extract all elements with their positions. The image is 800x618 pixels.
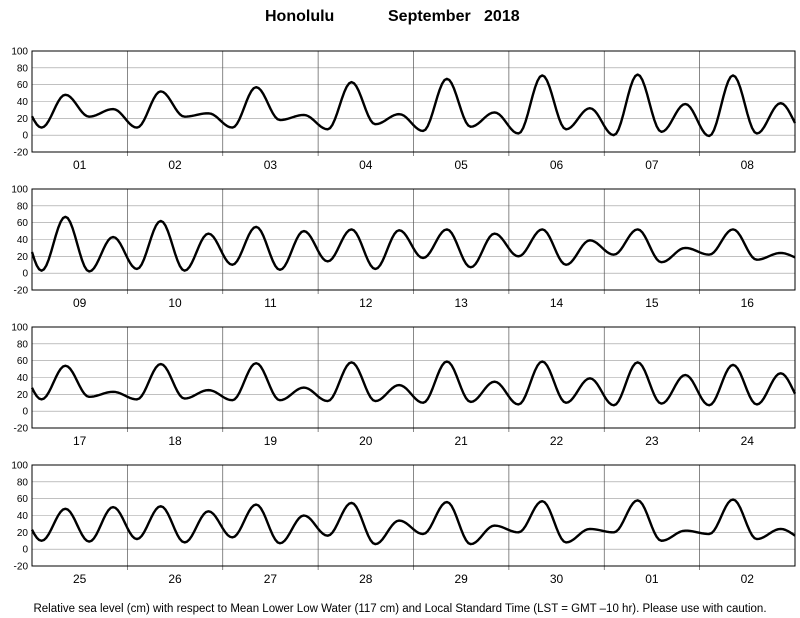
y-tick-label: 80 xyxy=(17,63,29,74)
day-label: 01 xyxy=(73,158,87,172)
y-tick-label: 80 xyxy=(17,477,29,488)
tide-curve xyxy=(30,498,796,546)
day-label: 14 xyxy=(550,296,564,310)
y-tick-label: 20 xyxy=(17,528,29,539)
y-tick-label: -20 xyxy=(14,562,29,573)
day-label: 22 xyxy=(550,434,564,448)
tide-curve xyxy=(30,360,797,407)
y-tick-label: 0 xyxy=(22,269,28,280)
day-label: 30 xyxy=(550,572,564,586)
y-tick-label: 40 xyxy=(17,373,29,384)
day-label: 13 xyxy=(455,296,469,310)
y-tick-label: 100 xyxy=(11,323,28,334)
day-label: 02 xyxy=(741,572,755,586)
panel-frame xyxy=(31,464,796,567)
day-label: 08 xyxy=(741,158,755,172)
panel-frame xyxy=(31,50,796,153)
tide-curve xyxy=(30,215,796,273)
y-tick-label: 100 xyxy=(11,47,28,58)
day-label: 03 xyxy=(264,158,278,172)
panel-frame xyxy=(31,326,796,429)
day-label: 04 xyxy=(359,158,373,172)
y-tick-label: 80 xyxy=(17,339,29,350)
day-label: 05 xyxy=(455,158,469,172)
y-tick-label: 0 xyxy=(22,545,28,556)
y-tick-label: 60 xyxy=(17,80,29,91)
day-label: 16 xyxy=(741,296,755,310)
y-tick-label: 60 xyxy=(17,218,29,229)
y-tick-label: 100 xyxy=(11,461,28,472)
footnote: Relative sea level (cm) with respect to … xyxy=(33,603,766,615)
day-label: 10 xyxy=(168,296,182,310)
panel-4: -20 0 20 40 60 80 100 25 26 27 28 29 30 01 02 xyxy=(11,461,796,586)
day-label: 15 xyxy=(645,296,659,310)
day-label: 24 xyxy=(741,434,755,448)
day-label: 23 xyxy=(645,434,659,448)
day-label: 27 xyxy=(264,572,278,586)
y-tick-label: 40 xyxy=(17,97,29,108)
y-tick-label: 20 xyxy=(17,390,29,401)
period-title: September 2018 xyxy=(388,8,520,25)
day-label: 20 xyxy=(359,434,373,448)
day-label: 28 xyxy=(359,572,373,586)
y-tick-label: 80 xyxy=(17,201,29,212)
day-label: 01 xyxy=(645,572,659,586)
y-tick-label: 40 xyxy=(17,235,29,246)
y-tick-label: -20 xyxy=(14,148,29,159)
y-tick-label: -20 xyxy=(14,286,29,297)
day-label: 29 xyxy=(455,572,469,586)
tide-curve xyxy=(30,73,797,138)
day-label: 12 xyxy=(359,296,373,310)
day-label: 02 xyxy=(168,158,182,172)
y-tick-label: 100 xyxy=(11,185,28,196)
day-label: 09 xyxy=(73,296,87,310)
y-tick-label: 60 xyxy=(17,356,29,367)
y-tick-label: 20 xyxy=(17,252,29,263)
y-tick-label: 60 xyxy=(17,494,29,505)
panel-1: -20 0 20 40 60 80 100 01 02 03 04 05 06 07 08 xyxy=(11,47,797,172)
day-label: 26 xyxy=(168,572,182,586)
panel-frame xyxy=(31,188,796,291)
y-tick-label: 20 xyxy=(17,114,29,125)
panel-3: -20 0 20 40 60 80 100 17 18 19 20 21 22 23 24 xyxy=(11,323,797,448)
day-label: 06 xyxy=(550,158,564,172)
y-tick-label: 0 xyxy=(22,407,28,418)
day-label: 17 xyxy=(73,434,87,448)
day-label: 21 xyxy=(455,434,469,448)
y-tick-label: 0 xyxy=(22,131,28,142)
day-label: 25 xyxy=(73,572,87,586)
y-tick-label: 40 xyxy=(17,511,29,522)
day-label: 11 xyxy=(264,296,277,310)
day-label: 19 xyxy=(264,434,278,448)
day-label: 07 xyxy=(645,158,659,172)
y-tick-label: -20 xyxy=(14,424,29,435)
day-label: 18 xyxy=(168,434,182,448)
panel-2: -20 0 20 40 60 80 100 09 10 11 12 13 14 15 16 xyxy=(11,185,796,310)
station-title: Honolulu xyxy=(265,8,334,25)
